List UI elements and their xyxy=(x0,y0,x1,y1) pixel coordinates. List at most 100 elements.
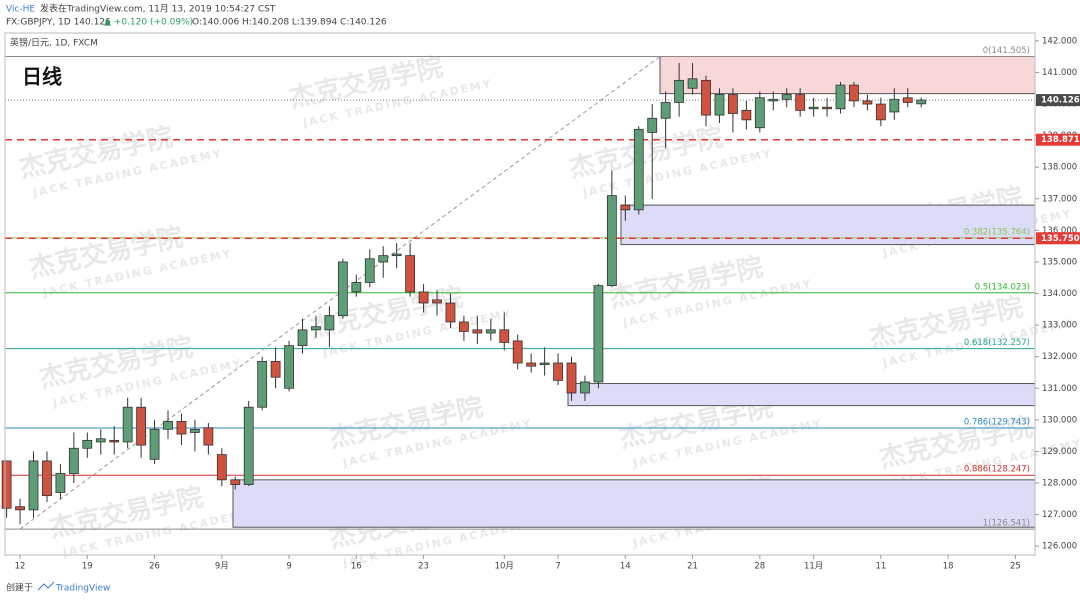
x-tick-label: 16 xyxy=(351,562,362,572)
candle-body xyxy=(633,128,644,211)
price-tag xyxy=(1036,232,1080,245)
x-tick-label: 23 xyxy=(418,562,429,572)
y-tick-label: 138.000 xyxy=(1042,163,1077,173)
fib-label: 0.5(134.023) xyxy=(975,282,1030,292)
candle-body xyxy=(606,195,617,287)
x-tick-label: 9月 xyxy=(215,562,229,572)
candle-body xyxy=(647,117,658,133)
candle-body xyxy=(499,329,510,343)
candle-body xyxy=(109,439,120,443)
chart-title: 英镑/日元, 1D, FXCM xyxy=(10,37,98,49)
fib-label: 0.886(128.247) xyxy=(964,465,1030,475)
zone xyxy=(567,383,1036,407)
candle-body xyxy=(862,100,873,105)
candle-body xyxy=(459,321,469,332)
candle-body xyxy=(55,473,66,493)
candle-body xyxy=(378,255,389,263)
footer-brand: TradingView xyxy=(55,584,110,594)
x-tick-label: 18 xyxy=(943,562,954,572)
candle-body xyxy=(230,479,241,485)
candle-body xyxy=(795,94,806,111)
fib-label: 0.618(132.257) xyxy=(964,338,1030,348)
candle-body xyxy=(270,361,281,378)
candle-body xyxy=(257,361,268,408)
x-tick-label: 12 xyxy=(15,562,26,572)
ohlc: O:140.006 H:140.208 L:139.894 C:140.126 xyxy=(192,18,387,28)
candle-body xyxy=(485,329,496,334)
y-tick-label: 128.000 xyxy=(1042,479,1077,489)
candle-body xyxy=(176,421,187,435)
candle-body xyxy=(405,255,416,293)
zone xyxy=(232,479,1036,528)
candle-body xyxy=(418,291,429,304)
y-tick-label: 137.000 xyxy=(1042,194,1077,204)
candle-body xyxy=(95,438,106,443)
candle-body xyxy=(351,282,362,293)
price-tag xyxy=(1036,94,1080,107)
candle-body xyxy=(593,285,604,383)
candle-body xyxy=(822,106,832,110)
candle-body xyxy=(754,97,765,129)
candle-body xyxy=(916,99,927,105)
candle-body xyxy=(580,381,590,394)
x-tick-label: 9 xyxy=(286,562,291,572)
x-tick-label: 11 xyxy=(875,562,886,572)
candle-body xyxy=(216,454,227,481)
candle-body xyxy=(674,79,685,103)
published: 发表在TradingView.com, 11月 13, 2019 10:54:2… xyxy=(40,3,276,15)
candle-body xyxy=(553,362,563,381)
publisher: Vic-HE xyxy=(6,5,35,15)
candle-body xyxy=(875,103,886,121)
x-tick-label: 21 xyxy=(687,562,698,572)
candle-body xyxy=(741,109,752,121)
candle-body xyxy=(149,428,160,460)
y-tick-label: 141.000 xyxy=(1042,68,1077,78)
x-tick-label: 14 xyxy=(620,562,631,572)
y-tick-label: 134.000 xyxy=(1042,289,1077,299)
candle-body xyxy=(768,98,779,102)
y-tick-label: 136.000 xyxy=(1042,226,1077,236)
current-price-label: 140.126 xyxy=(1041,96,1080,106)
candle-body xyxy=(391,253,402,257)
y-tick-label: 132.000 xyxy=(1042,352,1077,362)
fib-label: 1(126.541) xyxy=(983,519,1030,529)
candle-body xyxy=(701,79,711,116)
y-tick-label: 135.000 xyxy=(1042,257,1077,267)
change: ▲ +0.120 (+0.09%) xyxy=(104,18,193,28)
candle-body xyxy=(472,329,483,334)
x-tick-label: 19 xyxy=(82,562,93,572)
candle-body xyxy=(203,427,214,446)
candle-body xyxy=(243,406,254,485)
x-tick-label: 7 xyxy=(555,562,560,572)
candle-body xyxy=(136,406,147,446)
candle-body xyxy=(190,428,200,433)
y-tick-label: 126.000 xyxy=(1042,542,1077,552)
x-tick-label: 10月 xyxy=(495,562,514,572)
candle-body xyxy=(15,506,25,511)
fib-label: 0(141.505) xyxy=(983,46,1030,56)
fib-label: 0.786(129.743) xyxy=(964,417,1030,427)
price-tag-label: 135.750 xyxy=(1041,234,1080,244)
candle-body xyxy=(445,302,456,323)
candle-body xyxy=(889,98,900,113)
candle-body xyxy=(566,362,577,394)
candle-body xyxy=(284,345,294,389)
candle-body xyxy=(122,406,133,443)
symbol-line: FX:GBPJPY, 1D 140.126 xyxy=(6,18,111,28)
candle-body xyxy=(526,362,537,367)
candle-body xyxy=(714,94,725,116)
price-tag xyxy=(1036,133,1080,146)
candle-body xyxy=(28,460,39,511)
y-tick-label: 130.000 xyxy=(1042,415,1077,425)
annotation: 日线 xyxy=(22,65,62,89)
candle-body xyxy=(42,460,52,497)
candle-body xyxy=(68,447,79,474)
candle-body xyxy=(364,258,375,283)
candle-body xyxy=(337,261,348,317)
y-tick-label: 131.000 xyxy=(1042,384,1077,394)
zone xyxy=(659,56,1036,95)
y-tick-label: 142.000 xyxy=(1042,36,1077,46)
candle-body xyxy=(849,84,859,102)
candle-body xyxy=(781,94,792,100)
